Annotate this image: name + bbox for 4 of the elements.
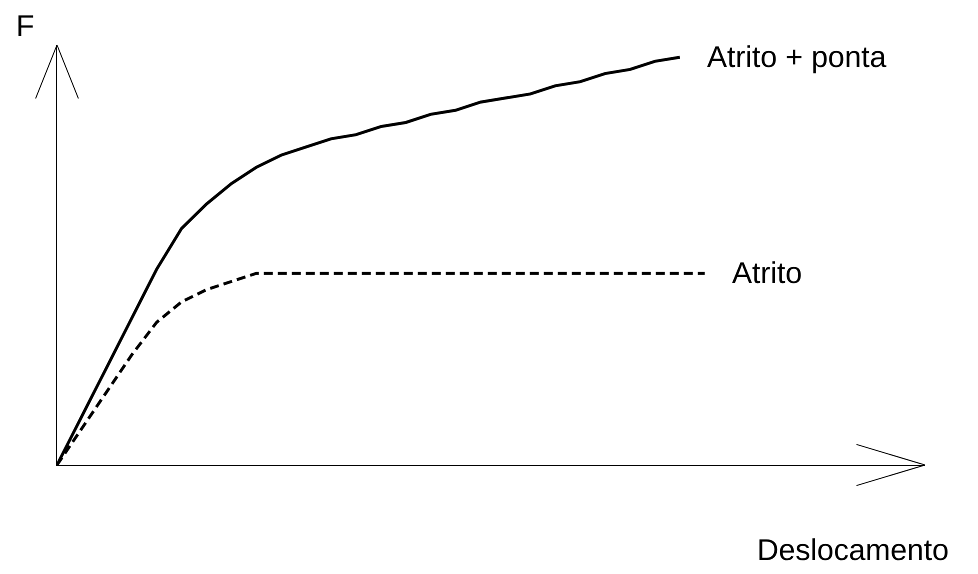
y-axis-title: F xyxy=(16,10,34,43)
x-axis-title: Deslocamento xyxy=(757,534,949,567)
series-label: Atrito + ponta xyxy=(707,41,887,74)
series-label: Atrito xyxy=(732,257,802,290)
